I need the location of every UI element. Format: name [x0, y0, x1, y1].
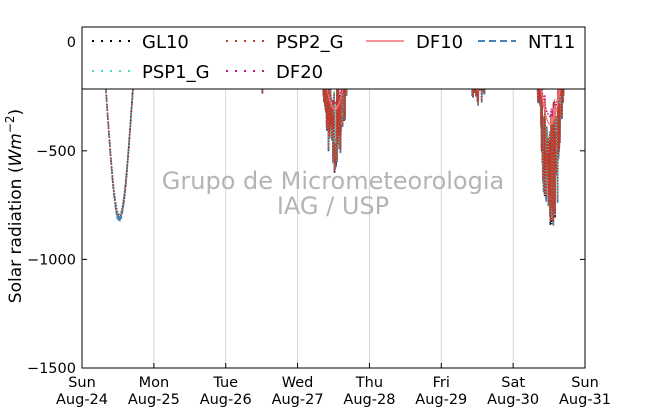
legend-item-df10: DF10: [366, 32, 463, 53]
y-axis-unit: Wm: [6, 133, 26, 166]
legend-label: PSP1_G: [142, 62, 210, 83]
legend-label: DF20: [276, 62, 323, 83]
legend-box: [81, 26, 586, 90]
watermark-line-1: Grupo de Micrometeorologia: [162, 167, 504, 195]
legend-label: GL10: [142, 32, 189, 53]
legend-label: PSP2_G: [276, 32, 344, 53]
x-tick-label-day: Thu: [355, 375, 383, 391]
legend: GL10 PSP1_G PSP2_G DF20 DF10 NT11: [81, 26, 586, 90]
x-tick-label-date: Aug-26: [200, 392, 252, 408]
y-tick-label: −500: [36, 144, 76, 160]
x-tick-label-date: Aug-30: [487, 392, 539, 408]
x-tick-label-day: Sat: [501, 375, 525, 391]
x-tick-label-date: Aug-24: [56, 392, 108, 408]
legend-item-gl10: GL10: [92, 32, 189, 53]
x-tick-label-date: Aug-25: [128, 392, 180, 408]
y-tick-label: −1000: [27, 252, 76, 268]
y-axis-label-text: Solar radiation (: [6, 167, 26, 304]
x-tick-label-day: Fri: [433, 375, 450, 391]
legend-label: NT11: [528, 32, 575, 53]
legend-item-nt11: NT11: [478, 32, 575, 53]
legend-item-df20: DF20: [226, 62, 323, 83]
y-tick-label: 0: [67, 35, 76, 51]
x-tick-label-date: Aug-27: [272, 392, 324, 408]
legend-label: DF10: [416, 32, 463, 53]
x-tick-label-day: Mon: [139, 375, 170, 391]
x-tick-label-day: Tue: [212, 375, 238, 391]
x-tick-label-date: Aug-31: [559, 392, 611, 408]
y-tick-label: −1500: [27, 361, 76, 377]
y-axis-label: Solar radiation (Wm−2): [3, 109, 26, 303]
x-tick-label-day: Sun: [68, 375, 96, 391]
legend-item-psp1-g: PSP1_G: [92, 62, 210, 83]
watermark-line-2: IAG / USP: [277, 192, 389, 220]
watermark: Grupo de Micrometeorologia IAG / USP: [162, 167, 504, 220]
x-tick-label-date: Aug-29: [415, 392, 467, 408]
x-tick-label-day: Sun: [571, 375, 599, 391]
legend-item-psp2-g: PSP2_G: [226, 32, 344, 53]
y-axis-unit-exponent: −2: [3, 115, 17, 133]
x-tick-label-date: Aug-28: [343, 392, 395, 408]
y-axis-label-close: ): [6, 109, 26, 116]
axes: 0−500−1000−1500SunAug-24MonAug-25TueAug-…: [27, 26, 611, 408]
x-tick-label-day: Wed: [282, 375, 314, 391]
